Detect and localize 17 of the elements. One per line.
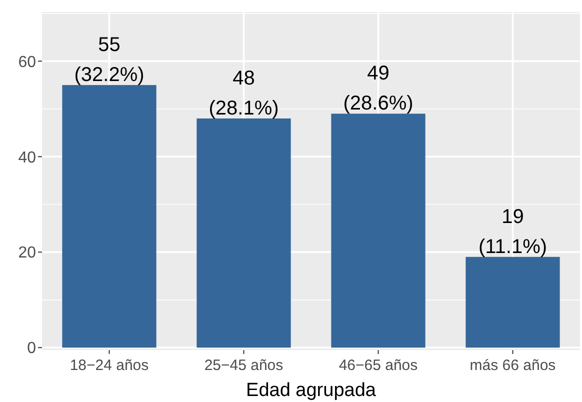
data-label: 49 (28.6%) bbox=[343, 62, 414, 115]
x-tick-label: más 66 años bbox=[470, 357, 556, 374]
x-tick-label: 18−24 años bbox=[70, 357, 149, 374]
x-axis-title: Edad agrupada bbox=[246, 380, 376, 401]
x-tick-label: 25−45 años bbox=[204, 357, 284, 374]
x-tick-label: 46−65 años bbox=[338, 357, 418, 374]
y-tick-label: 0 bbox=[27, 340, 36, 358]
bar bbox=[196, 118, 291, 348]
y-tick-label: 20 bbox=[18, 244, 36, 262]
data-label: 55 (32.2%) bbox=[74, 34, 144, 86]
data-label: 19 (11.1%) bbox=[478, 206, 548, 258]
bar bbox=[466, 256, 560, 348]
y-tick-label: 60 bbox=[18, 54, 36, 71]
y-tick-label: 40 bbox=[18, 149, 36, 166]
bar bbox=[331, 114, 426, 348]
bar bbox=[62, 85, 156, 348]
data-label: 48 (28.1%) bbox=[208, 67, 279, 120]
